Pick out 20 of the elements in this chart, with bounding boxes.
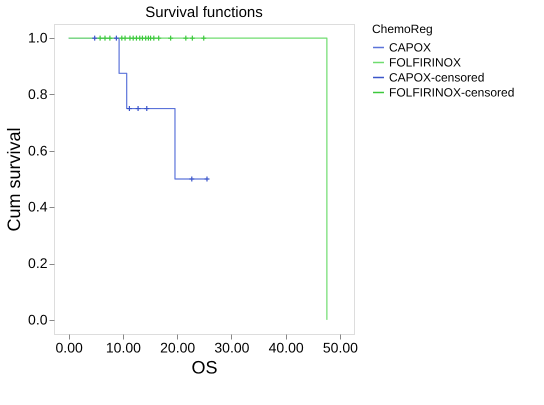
y-tick-label: 0.6 [28, 142, 48, 158]
legend-label: FOLFIRINOX [389, 56, 462, 70]
x-tick-label: 0.00 [56, 340, 83, 356]
legend-label: CAPOX-censored [389, 70, 484, 84]
y-tick-label: 0.8 [28, 86, 48, 102]
x-tick-label: 30.00 [214, 340, 250, 356]
x-tick-label: 50.00 [322, 340, 358, 356]
y-tick-label: 0.4 [28, 198, 48, 215]
x-tick-label: 20.00 [160, 340, 196, 356]
y-tick-label: 0.2 [28, 255, 48, 272]
legend-label: FOLFIRINOX-censored [389, 86, 514, 100]
legend-title: ChemoReg [372, 22, 433, 36]
y-tick-label: 1.0 [28, 30, 48, 46]
y-tick-label: 0.0 [28, 311, 48, 328]
x-tick-label: 10.00 [106, 340, 142, 356]
legend-label: CAPOX [389, 40, 432, 54]
chart-title: Survival functions [145, 4, 263, 21]
x-axis-title: OS [191, 358, 218, 378]
x-tick-label: 40.00 [268, 340, 304, 356]
y-axis-title: Cum survival [4, 127, 24, 232]
